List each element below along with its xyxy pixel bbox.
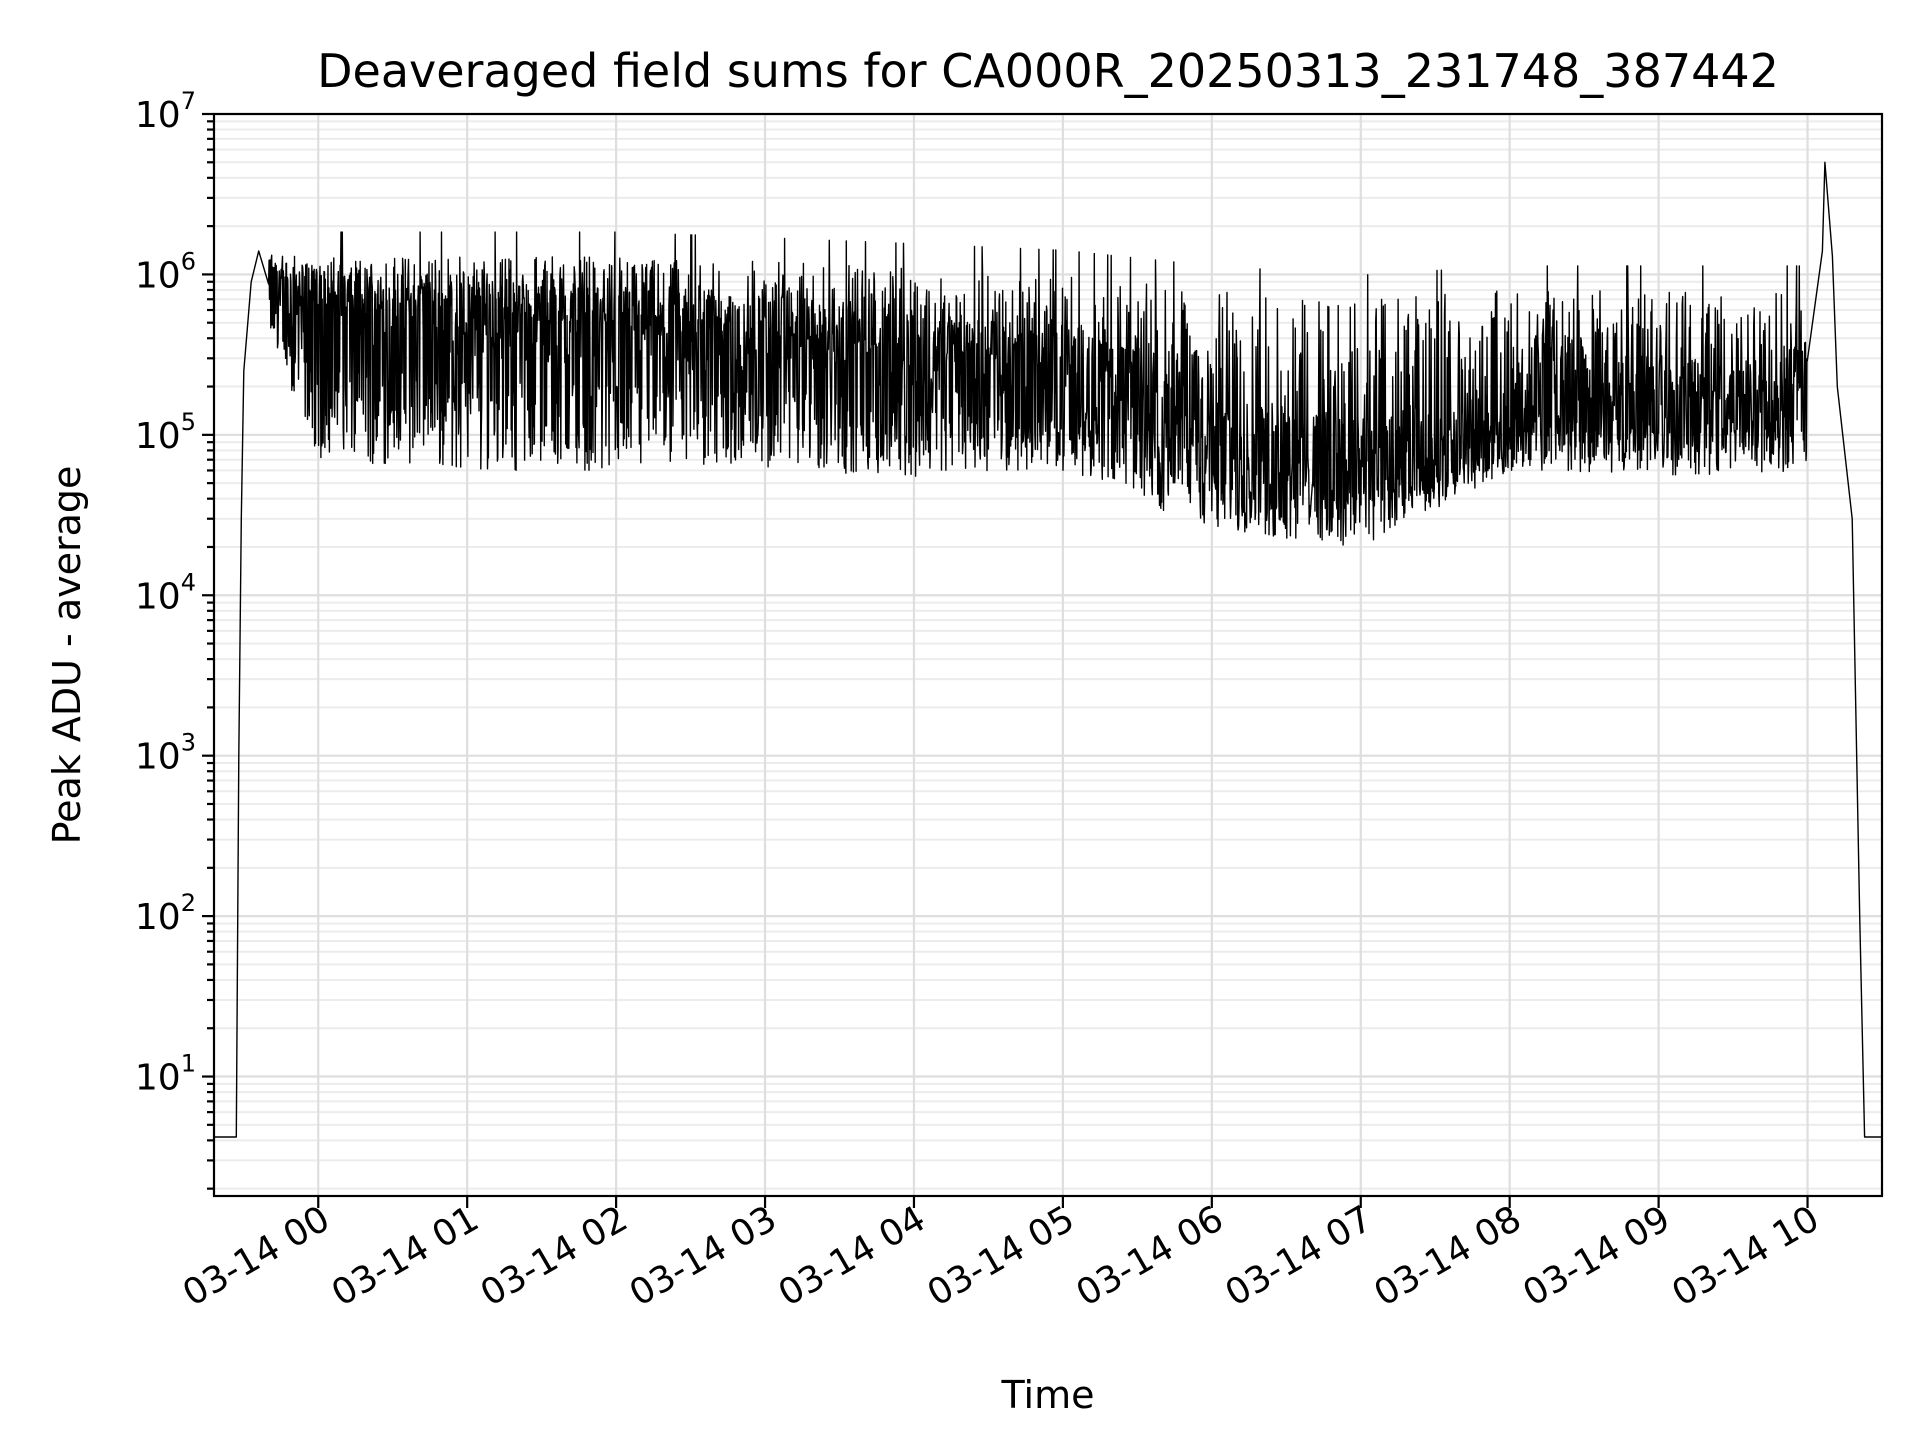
y-tick-label: 107 <box>135 87 196 136</box>
x-tick-label: 03-14 00 <box>176 1198 337 1314</box>
y-tick-label: 106 <box>135 247 196 296</box>
series-line <box>214 161 1882 1138</box>
y-tick-label: 101 <box>135 1050 196 1099</box>
x-tick-label: 03-14 02 <box>474 1198 635 1314</box>
x-axis-label: Time <box>1001 1373 1095 1417</box>
y-tick-label: 104 <box>135 568 196 617</box>
x-tick-label: 03-14 10 <box>1665 1198 1826 1314</box>
x-tick-label: 03-14 06 <box>1070 1198 1231 1314</box>
x-tick-label: 03-14 07 <box>1219 1198 1380 1314</box>
series-layer <box>214 161 1882 1138</box>
y-tick-label: 102 <box>135 889 196 938</box>
x-tick-label: 03-14 03 <box>623 1198 784 1314</box>
chart-title: Deaveraged field sums for CA000R_2025031… <box>317 44 1779 98</box>
y-axis-label: Peak ADU - average <box>45 466 89 845</box>
x-tick-label: 03-14 08 <box>1368 1198 1529 1314</box>
x-tick-label: 03-14 09 <box>1516 1198 1677 1314</box>
x-tick-label: 03-14 04 <box>772 1198 933 1314</box>
y-tick-label: 103 <box>135 729 196 778</box>
x-tick-label: 03-14 05 <box>921 1198 1082 1314</box>
y-tick-label: 105 <box>135 408 196 457</box>
x-tick-label: 03-14 01 <box>325 1198 486 1314</box>
plot-frame <box>212 112 1884 1198</box>
y-axis-ticks: 101 102 103 104 105 106 107 <box>135 87 214 1190</box>
